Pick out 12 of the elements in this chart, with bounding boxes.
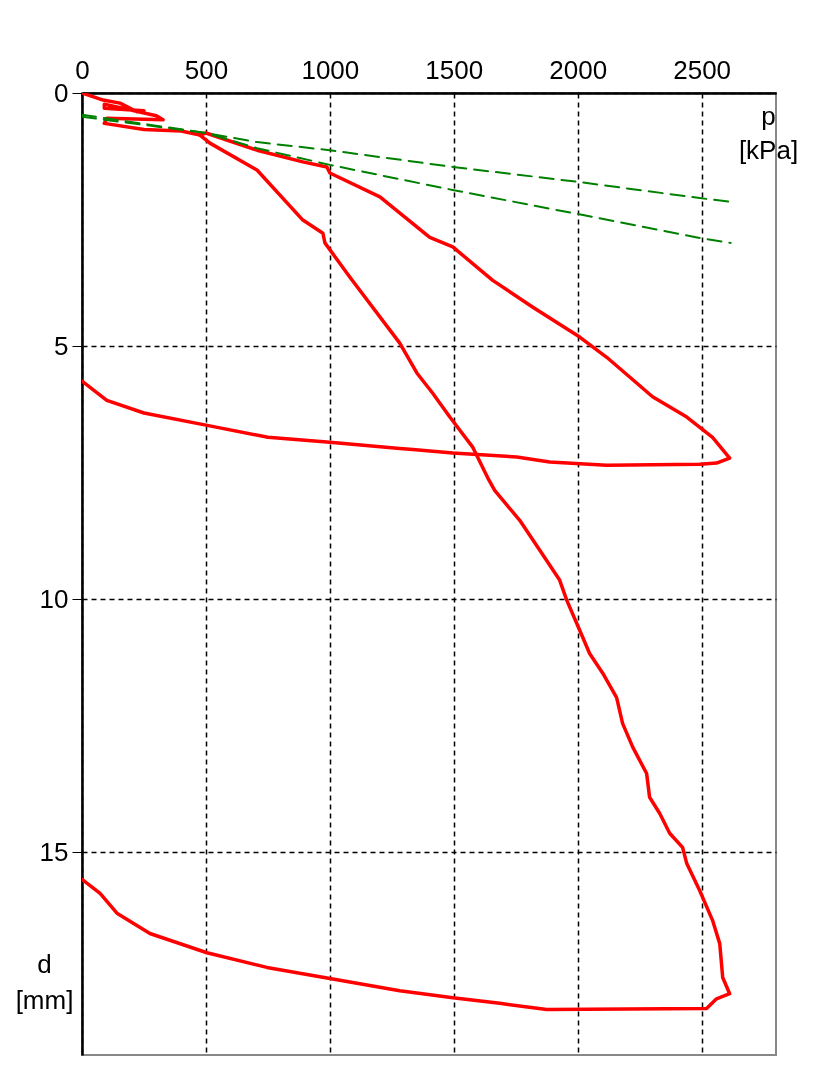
x-tick-label: 2000 <box>549 54 608 85</box>
x-tick-label: 1000 <box>301 54 360 85</box>
x-axis-title: p [kPa] <box>738 100 799 165</box>
y-axis-title: d [mm] <box>15 948 74 1015</box>
y-tick-label: 0 <box>54 77 69 108</box>
x-tick-label: 2500 <box>673 54 732 85</box>
y-tick-label: 15 <box>39 836 69 867</box>
y-tick-label: 5 <box>54 330 69 361</box>
y-tick-label: 10 <box>39 583 69 614</box>
x-tick-label: 500 <box>184 54 229 85</box>
x-tick-label: 0 <box>75 54 90 85</box>
x-tick-label: 1500 <box>425 54 484 85</box>
